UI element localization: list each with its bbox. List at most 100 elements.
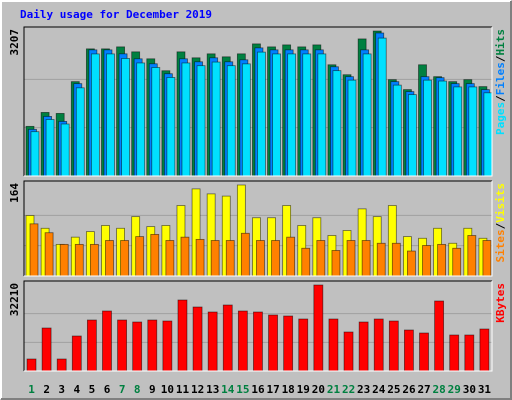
bar	[117, 319, 127, 372]
legend-entry: Sites	[494, 229, 507, 262]
bar	[467, 235, 477, 277]
y-tick-label: 32210	[8, 283, 21, 316]
bar	[316, 240, 326, 277]
bar	[256, 240, 265, 277]
x-tick-label: 21	[327, 383, 341, 396]
bar	[346, 240, 356, 277]
x-tick-label: 10	[161, 383, 174, 396]
bar	[388, 320, 399, 372]
bar	[29, 223, 39, 277]
x-tick-label: 18	[282, 383, 295, 396]
x-tick-label: 31	[478, 383, 492, 396]
x-tick-label: 20	[312, 383, 325, 396]
bar	[195, 238, 205, 277]
bar	[162, 320, 173, 372]
bar	[347, 79, 357, 177]
bar	[211, 61, 221, 177]
x-tick-label: 23	[357, 383, 370, 396]
bar	[210, 240, 220, 277]
y-tick-label: 164	[8, 183, 21, 203]
bar	[438, 80, 448, 177]
bar	[313, 284, 324, 372]
bar	[90, 53, 100, 177]
bar	[328, 318, 339, 372]
bar	[56, 358, 67, 372]
bar	[241, 63, 251, 177]
bar	[102, 310, 112, 372]
bar	[434, 300, 445, 372]
bar	[391, 242, 401, 277]
x-tick-label: 22	[342, 383, 355, 396]
bar	[59, 243, 69, 277]
legend-separator: /	[494, 95, 507, 102]
bar	[240, 232, 250, 277]
x-tick-label: 30	[463, 383, 476, 396]
x-tick-label: 13	[206, 383, 219, 396]
x-tick-label: 19	[297, 383, 310, 396]
bar	[283, 315, 294, 372]
bar	[376, 242, 386, 277]
bar	[26, 358, 37, 372]
bar	[453, 86, 463, 177]
bar	[253, 311, 263, 372]
legend-entry: Visits	[494, 183, 507, 223]
bar	[268, 314, 278, 372]
x-tick-label: 8	[134, 383, 141, 396]
bar	[222, 304, 233, 372]
x-tick-label: 6	[104, 383, 111, 396]
x-tick-label: 5	[89, 383, 96, 396]
bar	[404, 329, 414, 372]
bar	[482, 240, 492, 277]
bar	[423, 79, 432, 177]
bar	[165, 240, 175, 277]
bar	[166, 77, 176, 177]
legend: Sites/Visits	[494, 183, 507, 263]
bar	[437, 243, 447, 277]
bar	[373, 318, 384, 372]
panel-edge-light	[24, 281, 493, 372]
bar	[257, 51, 266, 177]
bar	[408, 94, 417, 177]
bar	[422, 245, 431, 277]
x-tick-label: 14	[221, 383, 235, 396]
x-tick-label: 1	[28, 383, 35, 396]
legend-entry: Pages	[494, 102, 507, 135]
bar	[361, 240, 371, 277]
bar	[271, 240, 280, 277]
bar	[192, 306, 203, 372]
bar	[45, 119, 55, 177]
bar	[30, 131, 40, 177]
bar	[74, 243, 84, 277]
panel-edge-dark	[23, 280, 492, 371]
x-tick-label: 4	[74, 383, 81, 396]
bar	[120, 240, 129, 277]
bar	[207, 311, 218, 372]
bar	[41, 327, 52, 372]
bar	[44, 232, 54, 277]
panel-edge-dark	[23, 180, 492, 276]
bar	[196, 65, 206, 177]
bar	[181, 62, 191, 177]
x-tick-label: 17	[266, 383, 279, 396]
panel-edge-light	[24, 27, 493, 177]
chart-title: Daily usage for December 2019	[20, 8, 212, 21]
bar	[177, 299, 188, 372]
bar	[298, 318, 309, 372]
legend-entry: Files	[494, 62, 507, 95]
bar	[468, 86, 478, 177]
legend-entry: Hits	[494, 29, 507, 56]
bar	[377, 37, 387, 177]
bar	[407, 250, 416, 277]
x-tick-label: 26	[402, 383, 416, 396]
x-tick-label: 3	[58, 383, 65, 396]
x-tick-label: 25	[387, 383, 400, 396]
bar	[75, 87, 85, 177]
x-tick-label: 27	[417, 383, 430, 396]
x-tick-label: 15	[236, 383, 249, 396]
bar	[331, 250, 341, 277]
bar	[237, 310, 248, 372]
bar	[150, 233, 160, 277]
x-tick-label: 24	[372, 383, 386, 396]
